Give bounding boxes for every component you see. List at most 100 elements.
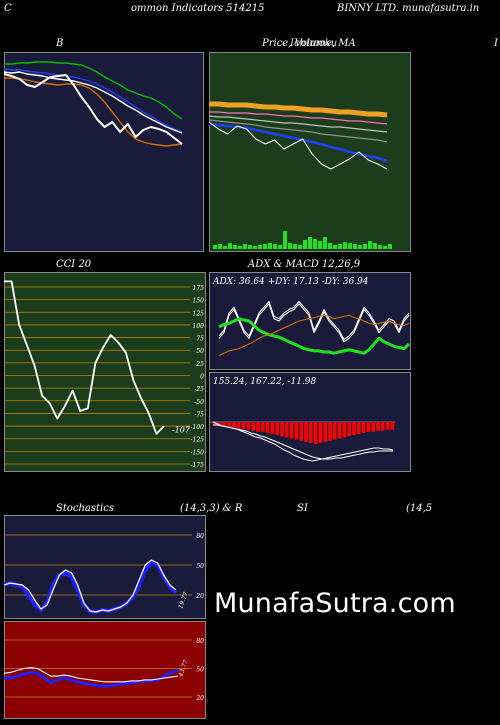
cci-last-label: -107: [172, 426, 191, 435]
volume-bar: [278, 245, 282, 249]
macd-hist-bar: [285, 422, 289, 438]
price-line-ma-grey2: [209, 119, 388, 143]
price-line-ma-orange: [209, 101, 388, 118]
macd-hist-bar: [337, 422, 342, 439]
stoch-tick-label: 50: [196, 563, 204, 570]
cci-tick-label: -125: [191, 437, 205, 444]
cci-tick-label: 0: [200, 374, 204, 381]
volume-bar: [238, 246, 242, 249]
cci-tick-label: 150: [193, 298, 205, 305]
bollinger-chart: [4, 52, 204, 252]
volume-bar: [323, 237, 327, 249]
volume-bar: [378, 245, 382, 249]
rsi-tick-label: 20: [195, 695, 204, 702]
volume-bar: [288, 243, 292, 249]
volume-bar: [258, 245, 262, 249]
stoch-title-si: SI: [297, 503, 308, 514]
volume-bar: [218, 244, 222, 249]
cci-background: [4, 272, 206, 472]
macd-hist-bar: [357, 422, 361, 435]
header-right: BINNY LTD. munafasutra.in: [337, 3, 480, 14]
volume-bar: [313, 239, 317, 249]
bb-line-lower: [4, 77, 183, 147]
macd-hist-bar: [299, 422, 303, 441]
volume-bar: [298, 245, 302, 249]
macd-hist-bar: [390, 422, 395, 430]
rsi-tick-label: 80: [196, 638, 204, 645]
volume-bar: [328, 243, 332, 249]
volume-bar: [388, 244, 392, 249]
volume-bar: [228, 243, 232, 249]
bb-line-ma: [4, 71, 183, 134]
adx-line-adx-shadow: [218, 301, 410, 340]
stoch-line-d: [4, 559, 177, 613]
macd-hist-bar: [371, 422, 375, 432]
macd-hist-bar: [352, 422, 356, 436]
stoch-title-mid: (14,3,3) & R: [180, 503, 243, 514]
volume-bar: [333, 245, 337, 249]
macd-hist-bar: [323, 422, 327, 442]
price-line-price: [209, 121, 388, 170]
macd-line-signal: [213, 424, 393, 460]
volume-bar: [318, 241, 322, 249]
cci-tick-label: 25: [195, 361, 204, 368]
macd-hist-bar: [222, 422, 227, 427]
cci-line: [4, 280, 165, 435]
volume-bar: [373, 243, 377, 249]
rsi-background: [4, 621, 206, 719]
macd-hist-bar: [280, 422, 284, 437]
cci-tick-label: 125: [193, 310, 205, 317]
volume-bar: [233, 245, 237, 249]
macd-hist-bar: [385, 422, 390, 430]
bb-line-middle: [4, 68, 183, 133]
macd-hist-bar: [304, 422, 308, 442]
macd-hist-bar: [217, 422, 222, 427]
stoch-title-right: (14,5: [406, 503, 433, 514]
macd-hist-bar: [376, 422, 380, 431]
adx-line-adx: [218, 303, 410, 343]
header-left: C: [4, 3, 12, 14]
macd-hist-bar: [275, 422, 279, 436]
volume-bar: [383, 246, 387, 249]
cci-tick-label: -100: [191, 424, 205, 431]
volume-bar: [303, 240, 307, 249]
edge-title: I: [494, 38, 498, 49]
adx-title: ADX & MACD 12,26,9: [248, 259, 361, 270]
price-chart: [209, 52, 411, 252]
cci-chart: 175 150 125 100 75 50 25 0 -25 -50 -75 -100 -125 -150…: [4, 272, 206, 472]
watermark: MunafaSutra.com: [214, 588, 456, 619]
rsi-tick-label: 50: [196, 667, 204, 674]
macd-panel: 155.24, 167.22, -11.98: [209, 372, 411, 472]
macd-hist-bar: [366, 422, 371, 432]
macd-hist-bar: [270, 422, 275, 435]
macd-hist-bar: [213, 422, 217, 426]
volume-bar: [363, 244, 367, 249]
price-overlay-title: Ichimoku: [290, 38, 338, 49]
volume-bar: [353, 244, 357, 249]
cci-panel: 175 150 125 100 75 50 25 0 -25 -50 -75 -100 -125 -150…: [4, 272, 206, 472]
stoch-title-left: Stochastics: [56, 503, 114, 514]
volume-bar: [343, 242, 347, 249]
rsi-line-rsi-ma: [4, 667, 179, 683]
volume-bar: [243, 244, 247, 249]
macd-hist-bar: [237, 422, 241, 429]
volume-bar: [253, 246, 257, 249]
cci-tick-label: -75: [194, 411, 204, 418]
volume-bar: [268, 243, 272, 249]
volume-bar: [263, 244, 267, 249]
rsi-line-rsi: [4, 668, 179, 688]
macd-hist-bar: [265, 422, 270, 433]
macd-hist-bar: [294, 422, 299, 440]
volume-bar: [223, 246, 227, 249]
macd-hist-bar: [347, 422, 351, 437]
volume-bar: [338, 244, 342, 249]
bb-title: B: [56, 38, 64, 49]
macd-hist-bar: [342, 422, 347, 438]
bb-line-upper: [4, 61, 183, 120]
volume-bar: [348, 243, 352, 249]
macd-hist-bar: [333, 422, 337, 440]
price-line-ma-grey1: [209, 115, 388, 133]
cci-tick-label: 175: [193, 285, 205, 292]
stoch-tick-label: 80: [196, 533, 204, 540]
